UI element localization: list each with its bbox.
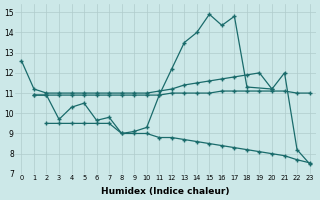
X-axis label: Humidex (Indice chaleur): Humidex (Indice chaleur) <box>101 187 230 196</box>
